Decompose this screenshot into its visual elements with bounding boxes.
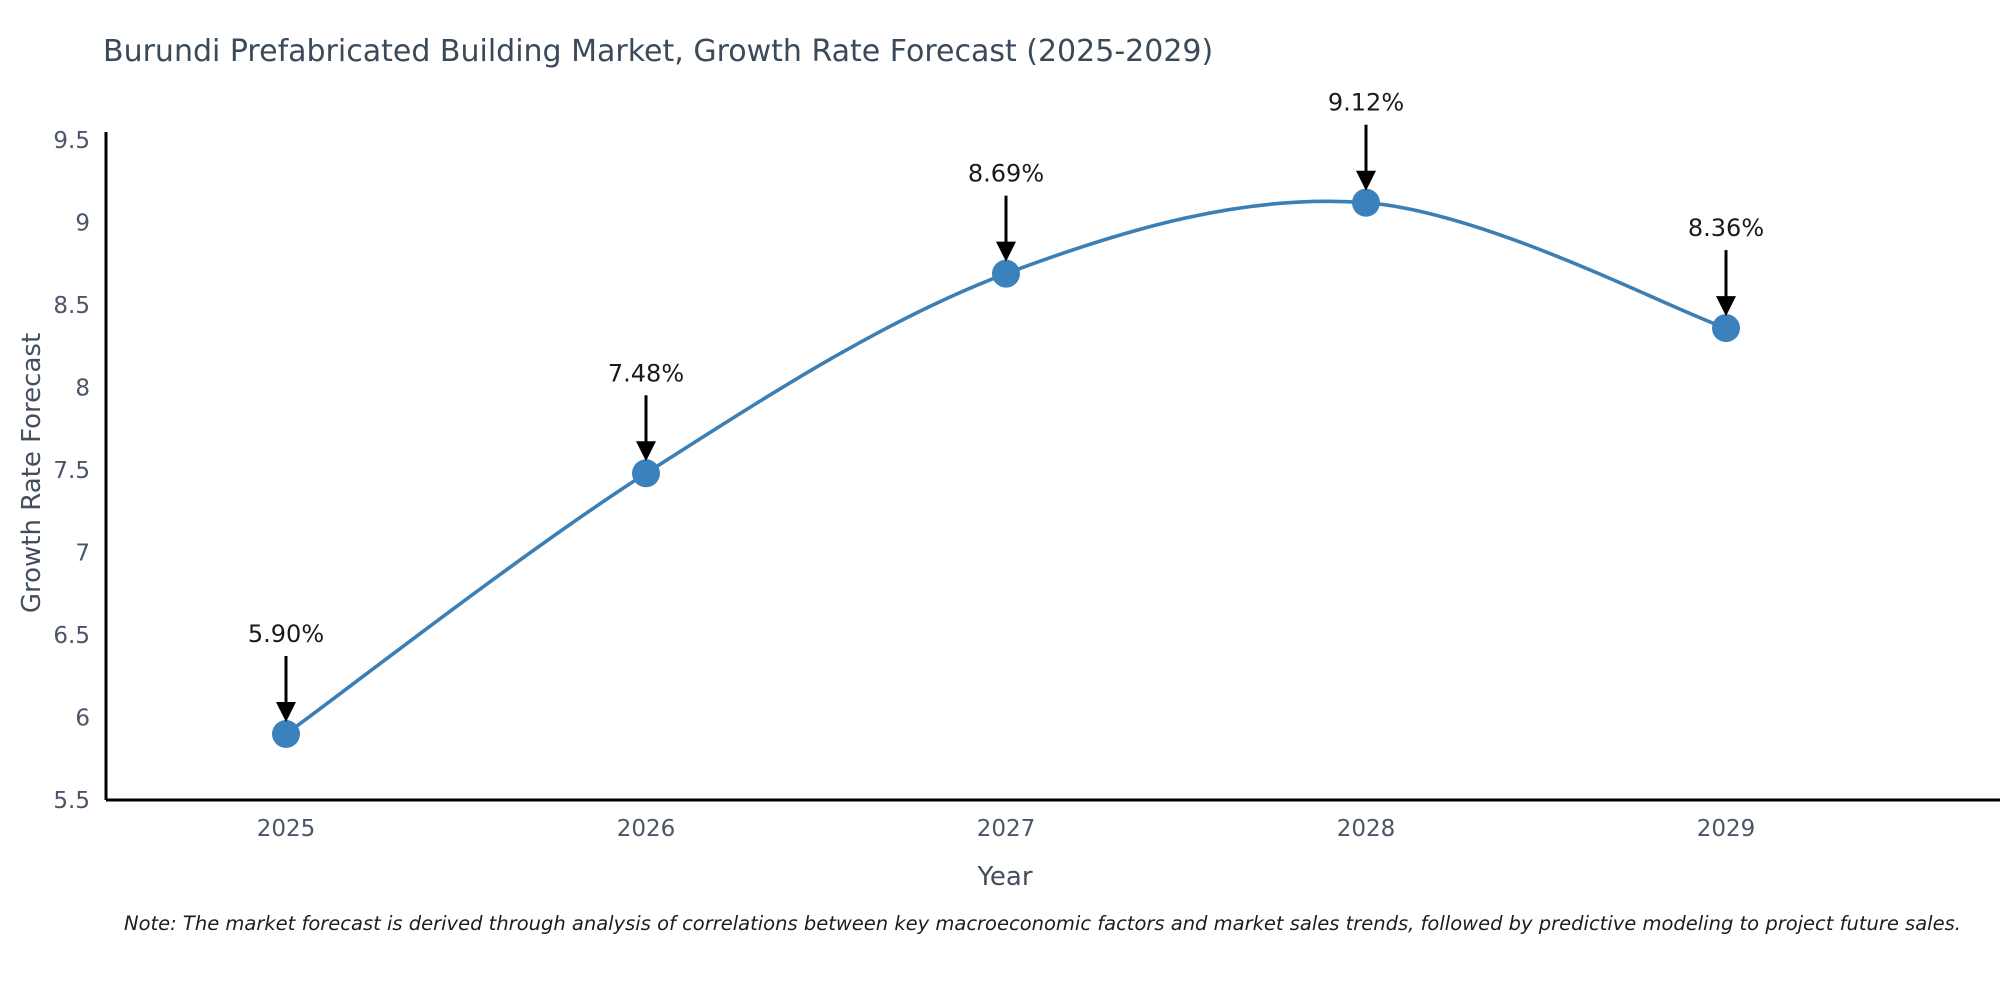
annotation-arrow-head [1356,170,1376,191]
annotation-arrow-head [276,702,296,722]
y-axis-title: Growth Rate Forecast [17,332,47,614]
chart-footnote: Note: The market forecast is derived thr… [124,912,1961,935]
data-point-value-label: 8.36% [1688,214,1764,242]
data-point-value-label: 9.12% [1328,89,1404,117]
x-tick-label: 2028 [1337,816,1396,842]
data-point-marker[interactable] [1352,188,1380,217]
data-point-marker[interactable] [1712,314,1740,343]
y-axis-tick-labels: 9.5 9 8.5 8 7.5 7 6.5 6 5.5 [53,128,90,814]
x-tick-label: 2027 [977,816,1036,842]
x-tick-label: 2029 [1697,816,1756,842]
x-axis-title: Year [977,862,1033,892]
annotation-arrow-head [636,441,656,462]
y-tick-label: 5.5 [53,788,90,814]
data-point-marker[interactable] [992,259,1020,288]
annotation-arrow-head [1716,296,1736,317]
y-tick-label: 8 [75,376,90,402]
y-tick-label: 6 [75,706,90,732]
x-tick-label: 2025 [257,816,316,842]
chart-title: Burundi Prefabricated Building Market, G… [103,34,1214,69]
data-point-markers [272,188,1740,748]
annotation-arrow-head [996,241,1016,262]
data-point-value-label: 8.69% [968,160,1044,188]
data-point-value-label: 5.90% [248,620,324,648]
y-tick-label: 7 [75,541,90,567]
data-point-marker[interactable] [632,459,660,488]
value-annotations: 5.90% 7.48% 8.69% 9.12% 8.36% [248,89,1764,722]
y-tick-label: 7.5 [53,458,90,484]
data-point-value-label: 7.48% [608,359,684,387]
y-tick-label: 9.5 [53,128,90,154]
x-tick-label: 2026 [617,816,676,842]
y-tick-label: 9 [75,211,90,237]
y-tick-label: 6.5 [53,623,90,649]
y-tick-label: 8.5 [53,293,90,319]
data-point-marker[interactable] [272,720,300,748]
x-axis-tick-labels: 2025 2026 2027 2028 2029 [257,816,1756,842]
